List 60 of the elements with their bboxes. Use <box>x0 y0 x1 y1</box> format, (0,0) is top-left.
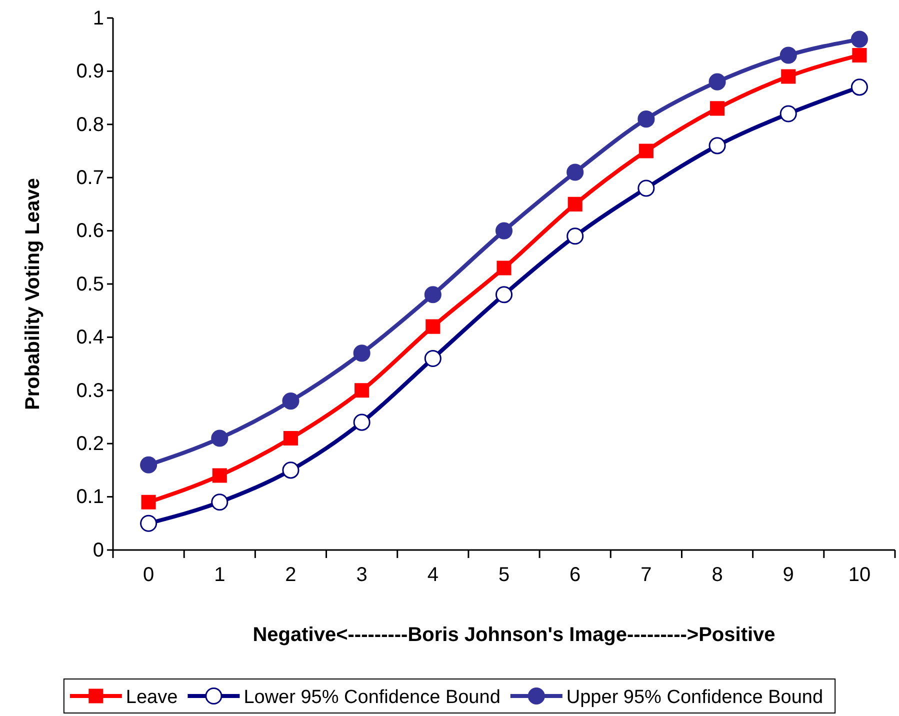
y-tick-label: 0.9 <box>76 60 104 83</box>
x-tick-label: 3 <box>356 564 368 586</box>
y-tick-label: 0.7 <box>76 167 104 189</box>
point <box>282 462 300 479</box>
point <box>780 46 797 64</box>
y-tick-label: 0.2 <box>76 433 104 455</box>
y-tick-label: 1 <box>92 7 104 30</box>
x-tick-label: 4 <box>427 564 438 586</box>
y-tick-label: 0.3 <box>76 380 104 402</box>
point <box>140 514 158 532</box>
point <box>638 110 655 128</box>
point <box>568 196 582 212</box>
point <box>710 101 725 116</box>
y-tick-label: 0.4 <box>76 326 104 349</box>
point <box>566 228 584 245</box>
point <box>638 180 655 197</box>
x-tick-label: 2 <box>285 564 296 586</box>
point <box>353 344 370 362</box>
y-tick-label: 0.1 <box>76 486 104 508</box>
point <box>283 431 298 446</box>
point <box>495 222 513 240</box>
point <box>424 350 442 367</box>
y-tick-label: 0.6 <box>76 220 104 242</box>
x-axis-title: Negative<---------Boris Johnson's Image--------->Positive <box>252 624 776 646</box>
point <box>426 319 440 334</box>
legend-label: Lower 95% Confidence Bound <box>244 687 500 708</box>
point <box>638 144 654 158</box>
legend-label: Leave <box>126 687 178 708</box>
point <box>424 286 442 304</box>
point <box>781 69 796 84</box>
point <box>850 30 868 48</box>
point <box>282 392 300 410</box>
x-tick-label: 8 <box>712 564 723 586</box>
legend-label: Upper 95% Confidence Bound <box>566 687 824 708</box>
point <box>566 164 584 181</box>
point <box>212 468 227 483</box>
point <box>211 494 228 511</box>
point <box>211 430 228 447</box>
point <box>850 78 868 96</box>
x-tick-label: 1 <box>214 564 226 586</box>
x-tick-label: 7 <box>640 564 652 586</box>
x-tick-label: 9 <box>782 564 794 586</box>
point <box>354 383 370 398</box>
point <box>496 260 512 276</box>
point <box>495 286 513 304</box>
y-tick-label: 0.5 <box>76 273 104 296</box>
x-tick-label: 10 <box>848 564 871 586</box>
y-tick-label: 0 <box>92 539 104 562</box>
y-axis-title: Probability Voting Leave <box>22 178 44 410</box>
point <box>353 414 370 431</box>
point <box>140 456 158 474</box>
x-tick-label: 0 <box>142 564 154 586</box>
x-tick-label: 5 <box>498 564 510 586</box>
y-tick-label: 0.8 <box>76 114 104 136</box>
x-tick-label: 6 <box>570 564 581 586</box>
point <box>780 105 797 122</box>
point <box>708 73 726 90</box>
point <box>708 137 726 154</box>
point <box>852 48 867 63</box>
point <box>141 494 156 510</box>
